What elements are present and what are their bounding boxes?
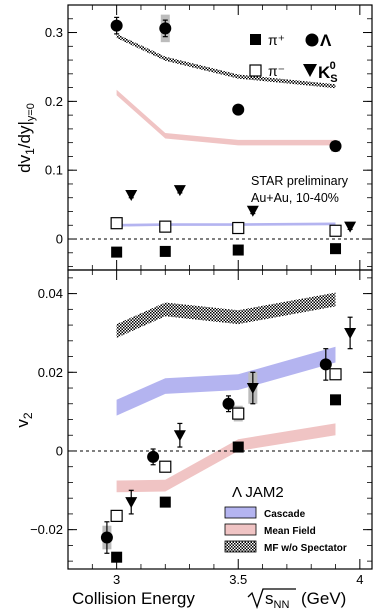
- top-lambda-point: [329, 140, 342, 153]
- legend-pi-minus: π⁻: [268, 63, 285, 79]
- top-k0s-point: [125, 189, 138, 201]
- legend-meanfield-swatch: [224, 523, 257, 536]
- annotation-star: STAR preliminary: [251, 174, 349, 188]
- legend-pi-plus: π⁺: [268, 32, 285, 48]
- bottom-pi-minus-point: [159, 460, 172, 473]
- legend-lambda-marker: [305, 33, 319, 47]
- bottom-ytick-label: −0.02: [30, 522, 63, 537]
- top-k0s-point: [173, 185, 186, 197]
- bottom-pi-plus-point: [159, 496, 171, 508]
- xtick-label: 3: [113, 572, 120, 587]
- bottom-axis-ticks: −0.02 0 0.02 0.04 3 3.5 4: [30, 270, 372, 587]
- bottom-k0s-point: [125, 497, 138, 509]
- bottom-legend: Λ JAM2 Cascade Mean Field MF w/o Spectat…: [224, 484, 347, 554]
- bottom-k0s-point: [246, 383, 259, 395]
- xlabel-sqrt: sNN (GeV): [247, 588, 346, 611]
- xlabel-unit: (GeV): [301, 589, 346, 608]
- bottom-pi-minus-point: [110, 509, 123, 522]
- bottom-lambda-point: [222, 397, 235, 410]
- top-ytick-label: 0.2: [45, 94, 63, 109]
- sqrt-sign: [247, 588, 296, 609]
- top-pi-minus-point: [110, 217, 123, 230]
- top-pi-minus-point: [159, 220, 172, 233]
- top-band-meanfield: [116, 89, 336, 146]
- bottom-ytick-label: 0.02: [38, 365, 63, 380]
- bottom-pi-minus-point: [232, 407, 245, 420]
- legend-spectator-swatch: [224, 540, 257, 553]
- top-band-cascade: [116, 222, 336, 227]
- top-ylabel: dv1/dy|y=0: [15, 103, 37, 173]
- legend-pi-plus-marker: [250, 34, 261, 45]
- xtick-label: 4: [356, 572, 363, 587]
- top-k0s-point: [246, 205, 259, 217]
- bottom-band-meanfield: [116, 423, 336, 493]
- bottom-model-bands: [116, 292, 336, 493]
- annotation-system: Au+Au, 10-40%: [251, 191, 339, 205]
- legend-spectator: MF w/o Spectator: [264, 543, 347, 554]
- top-ytick-label: 0.1: [45, 163, 63, 178]
- bottom-pi-plus-point: [111, 551, 123, 563]
- bottom-k0s-point: [344, 327, 357, 339]
- legend-meanfield: Mean Field: [264, 526, 316, 537]
- legend-cascade-swatch: [224, 506, 257, 519]
- bottom-ytick-label: 0: [56, 443, 63, 458]
- top-band-spectator: [116, 33, 336, 89]
- bottom-ytick-label: 0.04: [38, 286, 63, 301]
- top-pi-plus-point: [111, 246, 123, 258]
- bottom-lambda-point: [319, 358, 332, 371]
- bottom-pi-minus-point: [329, 368, 342, 381]
- legend-cascade: Cascade: [264, 509, 306, 520]
- top-lambda-point: [159, 22, 172, 35]
- bottom-panel: −0.02 0 0.02 0.04 3 3.5 4 v2 Λ JAM2 Cascade Me…: [13, 269, 373, 611]
- top-pi-plus-point: [330, 243, 342, 255]
- bottom-pi-plus-point: [232, 441, 244, 453]
- bottom-k0s-point: [173, 430, 186, 442]
- bottom-lambda-point: [147, 450, 160, 463]
- top-panel: 0 0.1 0.2 0.3 dv1/dy|y=0 π⁺ Λ π⁻ KS0 STAR p…: [15, 4, 373, 271]
- top-pi-minus-point: [232, 221, 245, 235]
- top-pi-plus-point: [232, 244, 244, 256]
- top-legend: π⁺ Λ π⁻ KS0: [249, 31, 338, 85]
- top-ytick-label: 0: [56, 232, 63, 247]
- legend-lambda: Λ: [320, 31, 332, 50]
- legend-title: Λ JAM2: [232, 484, 284, 501]
- bottom-ylabel: v2: [13, 412, 35, 428]
- xtick-label: 3.5: [229, 572, 247, 587]
- top-pi-minus-point: [329, 224, 342, 237]
- bottom-band-cascade: [116, 346, 336, 416]
- xlabel-sqrt-text: sNN: [265, 589, 289, 611]
- legend-k0s: KS0: [318, 60, 338, 85]
- bottom-data-markers: [100, 316, 357, 563]
- top-pi-plus-point: [159, 245, 171, 257]
- top-axis-ticks: 0 0.1 0.2 0.3: [45, 4, 372, 270]
- bottom-pi-plus-point: [330, 394, 342, 406]
- top-lambda-point: [232, 103, 245, 116]
- top-data-markers: [110, 14, 357, 258]
- xlabel: Collision Energy: [72, 589, 195, 608]
- bottom-band-spectator: [116, 292, 336, 338]
- bottom-lambda-point: [100, 531, 113, 544]
- legend-k0s-marker: [303, 64, 317, 77]
- legend-pi-minus-marker: [249, 64, 262, 77]
- top-k0s-point: [344, 221, 357, 233]
- top-lambda-point: [110, 19, 123, 32]
- top-ytick-label: 0.3: [45, 25, 63, 40]
